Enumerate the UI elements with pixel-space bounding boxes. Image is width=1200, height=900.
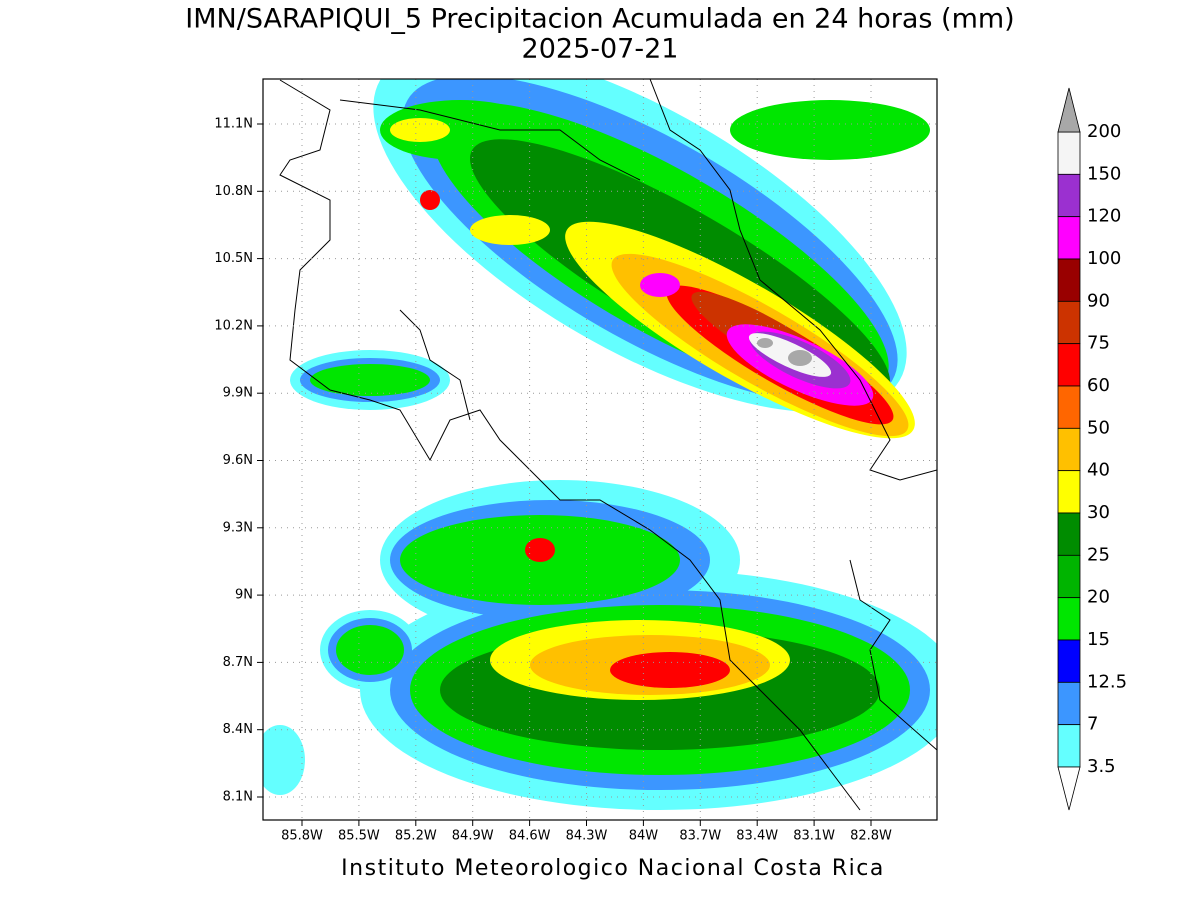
colorbar-label: 30 — [1087, 502, 1110, 523]
colorbar-label: 40 — [1087, 460, 1110, 481]
footer: Instituto Meteorologico Nacional Costa R… — [341, 856, 885, 881]
colorbar-label: 150 — [1087, 163, 1121, 184]
lon-tick-label: 85.5W — [338, 829, 380, 844]
colorbar-swatch — [1057, 216, 1081, 260]
colorbar-swatch — [1057, 470, 1081, 514]
colorbar-label: 3.5 — [1087, 756, 1116, 777]
lon-tick-label: 84.9W — [452, 829, 494, 844]
lat-tick-label: 8.4N — [223, 722, 253, 737]
colorbar-swatch — [1057, 300, 1081, 345]
colorbar-swatch — [1057, 554, 1081, 599]
colorbar-swatch — [1057, 258, 1081, 302]
colorbar-swatch — [1057, 343, 1081, 387]
colorbar-swatch — [1057, 385, 1081, 429]
colorbar-swatch — [1057, 597, 1081, 641]
colorbar-swatch — [1057, 724, 1081, 768]
colorbar-label: 120 — [1087, 206, 1121, 227]
lon-tick-label: 83.1W — [793, 829, 835, 844]
colorbar-label: 100 — [1087, 248, 1121, 269]
colorbar-swatch — [1057, 639, 1081, 683]
colorbar-label: 12.5 — [1087, 671, 1127, 692]
lat-tick-label: 8.7N — [223, 655, 253, 670]
colorbar-swatch — [1057, 427, 1081, 472]
lon-tick-label: 83.4W — [736, 829, 778, 844]
lat-tick-label: 11.1N — [214, 117, 253, 132]
colorbar-label: 90 — [1087, 290, 1110, 311]
plot-frame — [262, 78, 938, 821]
lat-tick-label: 10.2N — [214, 318, 253, 333]
colorbar-label: 15 — [1087, 629, 1110, 650]
colorbar-label: 200 — [1087, 121, 1121, 142]
lon-tick-label: 84.3W — [566, 829, 608, 844]
colorbar-label: 7 — [1087, 714, 1098, 735]
colorbar-label: 75 — [1087, 333, 1110, 354]
colorbar-swatch — [1057, 512, 1081, 556]
lon-tick-label: 83.7W — [679, 829, 721, 844]
lat-tick-label: 8.1N — [223, 790, 253, 805]
lat-tick-label: 9.9N — [223, 386, 253, 401]
lon-tick-label: 82.8W — [850, 829, 892, 844]
lon-tick-label: 85.8W — [281, 829, 323, 844]
colorbar-swatch — [1057, 681, 1081, 726]
coastline — [279, 79, 937, 811]
lat-tick-label: 9.6N — [223, 453, 253, 468]
lon-tick-label: 85.2W — [395, 829, 437, 844]
colorbar-label: 50 — [1087, 417, 1110, 438]
lat-tick-label: 9.3N — [223, 520, 253, 535]
axes: 85.8W 85.5W 85.2W 84.9W 84.6W 84.3W 84W 83.7W 83… — [214, 79, 937, 844]
lon-tick-label: 84W — [629, 829, 659, 844]
subtitle: 2025-07-21 — [522, 34, 679, 65]
colorbar-label: 60 — [1087, 375, 1110, 396]
colorbar-over — [1057, 87, 1081, 133]
colorbar-swatch — [1057, 131, 1081, 175]
title: IMN/SARAPIQUI_5 Precipitacion Acumulada … — [185, 4, 1014, 35]
colorbar-label: 25 — [1087, 544, 1110, 565]
lon-tick-label: 84.6W — [509, 829, 551, 844]
colorbar-label: 20 — [1087, 587, 1110, 608]
colorbar: 200 150 120 100 90 75 60 50 40 30 25 20 15 12.5 7 3.5 — [1057, 87, 1127, 811]
colorbar-swatch — [1057, 173, 1081, 218]
lat-tick-label: 9N — [235, 588, 253, 603]
colorbar-under — [1057, 766, 1081, 811]
precipitation-field — [263, 79, 937, 820]
lat-tick-label: 10.5N — [214, 251, 253, 266]
lat-tick-label: 10.8N — [214, 184, 253, 199]
